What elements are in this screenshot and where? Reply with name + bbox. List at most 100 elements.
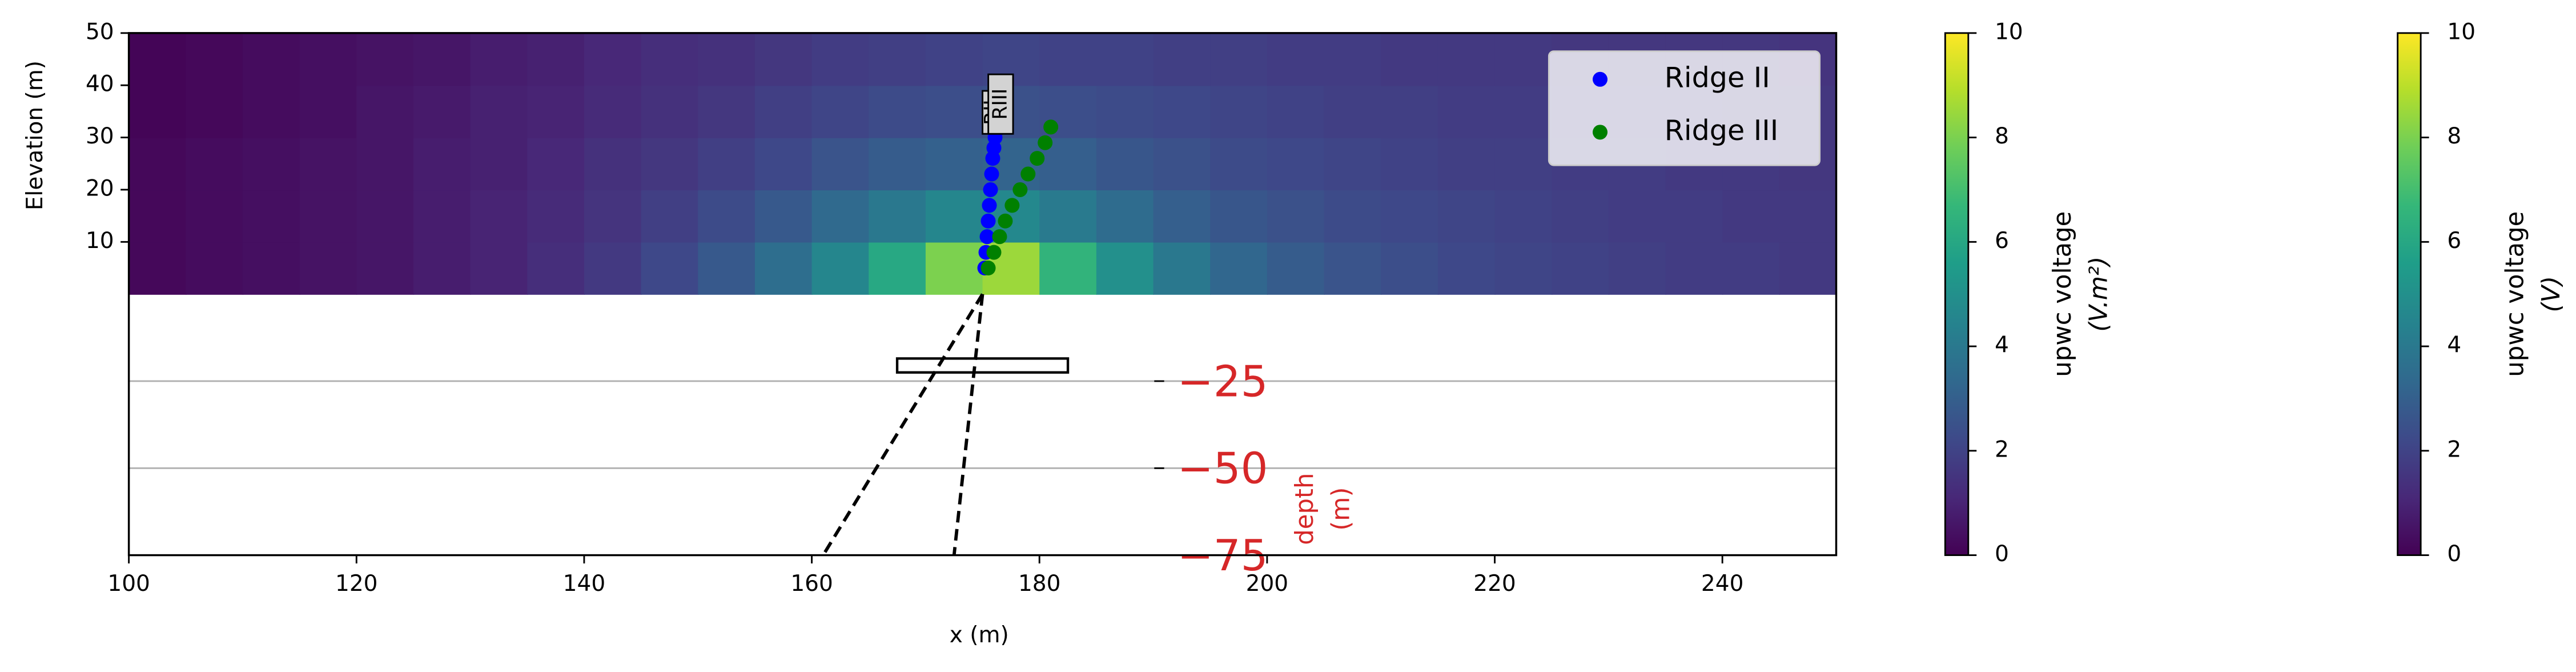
scatter-point — [1020, 166, 1036, 182]
colorbar-tick-label: 10 — [1995, 19, 2023, 45]
heatmap-cell — [1267, 85, 1325, 138]
heatmap-cell — [1381, 242, 1439, 295]
colorbar-label: upwc voltage — [2501, 211, 2529, 377]
heatmap-cell — [413, 242, 471, 295]
heatmap-cell — [128, 85, 187, 138]
heatmap-cell — [1267, 189, 1325, 243]
dashed-line — [822, 293, 984, 557]
heatmap-cell — [1210, 33, 1268, 86]
heatmap-cell — [925, 85, 983, 138]
x-tick-label: 180 — [1018, 571, 1060, 597]
heatmap-cell — [356, 137, 415, 191]
depth-tick-label: −50 — [1178, 443, 1268, 494]
heatmap-cell — [1494, 137, 1553, 191]
heatmap-cell — [698, 189, 756, 243]
colorbar-tick-label: 2 — [2447, 437, 2461, 462]
heatmap-cell — [1210, 242, 1268, 295]
heatmap-cell — [186, 242, 244, 295]
heatmap-cell — [1665, 189, 1723, 243]
heatmap-cell — [869, 242, 927, 295]
legend-label: Ridge II — [1665, 61, 1770, 94]
heatmap-cell — [754, 189, 813, 243]
heatmap-cell — [1665, 242, 1723, 295]
heatmap-cell — [356, 85, 415, 138]
heatmap-cell — [527, 189, 585, 243]
heatmap-cell — [1324, 137, 1382, 191]
heatmap-cell — [1153, 189, 1211, 243]
heatmap-cell — [186, 137, 244, 191]
heatmap-cell — [1494, 242, 1553, 295]
colorbar-tick-label: 8 — [1995, 123, 2009, 149]
scatter-point — [983, 182, 998, 197]
heatmap-cell — [641, 85, 699, 138]
heatmap-cell — [1039, 33, 1098, 86]
scatter-point — [986, 245, 1002, 260]
heatmap-cell — [754, 137, 813, 191]
heatmap-cell — [1437, 33, 1496, 86]
heatmap-cell — [1096, 85, 1154, 138]
colorbar-tick-label: 6 — [1995, 228, 2009, 254]
heatmap-cell — [1267, 242, 1325, 295]
heatmap-cell — [527, 33, 585, 86]
heatmap-cell — [869, 85, 927, 138]
heatmap-cell — [413, 33, 471, 86]
heatmap-cell — [698, 33, 756, 86]
heatmap-cell — [754, 33, 813, 86]
heatmap-cell — [869, 189, 927, 243]
heatmap-cell — [641, 189, 699, 243]
scatter-point — [1012, 182, 1028, 197]
heatmap-cell — [1096, 242, 1154, 295]
heatmap-cell — [641, 33, 699, 86]
heatmap-cell — [242, 242, 300, 295]
heatmap-cell — [1722, 189, 1780, 243]
heatmap-cell — [128, 137, 187, 191]
heatmap-cell — [470, 33, 528, 86]
colorbar-tick-label: 2 — [1995, 437, 2009, 462]
colorbar — [1944, 32, 1970, 557]
heatmap-cell — [584, 189, 642, 243]
x-axis-label: x (m) — [950, 622, 1009, 648]
heatmap-cell — [470, 242, 528, 295]
colorbar — [2397, 32, 2422, 557]
x-tick-label: 120 — [335, 571, 377, 597]
heatmap-cell — [186, 85, 244, 138]
heatmap-cell — [1039, 189, 1098, 243]
heatmap-cell — [1153, 33, 1211, 86]
annotation-box — [987, 73, 1014, 135]
heatmap-cell — [1324, 85, 1382, 138]
heatmap-cell — [1381, 137, 1439, 191]
scatter-point — [1004, 198, 1020, 213]
y-tick-label: 40 — [86, 71, 114, 97]
heatmap-cell — [1381, 33, 1439, 86]
legend-marker — [1592, 125, 1608, 140]
heatmap-cell — [811, 137, 870, 191]
colorbar-label: (V) — [2537, 276, 2566, 313]
y-tick-label: 30 — [86, 123, 114, 149]
heatmap-cell — [811, 85, 870, 138]
colorbar-tick-label: 4 — [2447, 333, 2461, 358]
colorbar-tick-label: 8 — [2447, 123, 2461, 149]
heatmap-cell — [1437, 242, 1496, 295]
colorbar-tick-label: 10 — [2447, 19, 2475, 45]
scatter-point — [1043, 119, 1059, 135]
heatmap-cell — [1324, 242, 1382, 295]
colorbar-label: (V.m²) — [2085, 257, 2113, 332]
heatmap-cell — [1552, 189, 1610, 243]
y-tick-label: 50 — [86, 19, 114, 45]
heatmap-cell — [811, 33, 870, 86]
x-tick-label: 160 — [790, 571, 833, 597]
heatmap-cell — [299, 33, 357, 86]
legend-label: Ridge III — [1665, 114, 1779, 147]
heatmap-cell — [1153, 242, 1211, 295]
heatmap-cell — [1096, 137, 1154, 191]
scatter-point — [979, 229, 995, 245]
x-tick-label: 100 — [107, 571, 150, 597]
heatmap-cell — [128, 33, 187, 86]
x-tick-label: 200 — [1246, 571, 1288, 597]
heatmap-cell — [1779, 242, 1837, 295]
heatmap-cell — [1210, 137, 1268, 191]
heatmap-cell — [242, 85, 300, 138]
heatmap-cell — [299, 137, 357, 191]
y-axis-label: Elevation (m) — [22, 61, 48, 210]
heatmap-cell — [1608, 189, 1666, 243]
